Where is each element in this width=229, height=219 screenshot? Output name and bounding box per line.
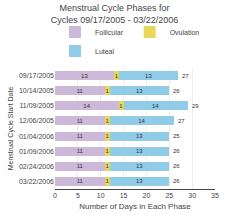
svg-text:14: 14 — [152, 103, 159, 109]
svg-text:Ovulation: Ovulation — [170, 29, 200, 36]
svg-text:13: 13 — [136, 88, 143, 94]
svg-text:5: 5 — [76, 192, 80, 199]
svg-text:14: 14 — [138, 118, 145, 124]
svg-text:27: 27 — [178, 118, 185, 124]
svg-text:25: 25 — [165, 192, 173, 199]
svg-text:09/17/2005: 09/17/2005 — [19, 72, 54, 79]
svg-text:27: 27 — [182, 73, 189, 79]
svg-text:25: 25 — [173, 133, 180, 139]
svg-text:13: 13 — [136, 148, 143, 154]
svg-text:26: 26 — [173, 148, 180, 154]
svg-text:11: 11 — [77, 178, 84, 184]
svg-text:10/14/2005: 10/14/2005 — [19, 87, 54, 94]
svg-text:Luteal: Luteal — [95, 48, 115, 55]
svg-text:01/04/2006: 01/04/2006 — [19, 133, 54, 140]
svg-text:29: 29 — [192, 103, 199, 109]
svg-text:03/22/2006: 03/22/2006 — [19, 178, 54, 185]
svg-text:1: 1 — [106, 163, 110, 169]
svg-text:14: 14 — [83, 103, 90, 109]
svg-text:13: 13 — [136, 163, 143, 169]
svg-text:02/24/2006: 02/24/2006 — [19, 163, 54, 170]
svg-text:13: 13 — [81, 73, 88, 79]
svg-text:13: 13 — [136, 133, 143, 139]
svg-text:26: 26 — [173, 178, 180, 184]
svg-text:11/09/2005: 11/09/2005 — [19, 102, 54, 109]
svg-text:0: 0 — [53, 192, 57, 199]
svg-text:Number of Days in Each Phase: Number of Days in Each Phase — [79, 202, 191, 211]
svg-text:11: 11 — [77, 133, 84, 139]
svg-text:1: 1 — [119, 103, 123, 109]
svg-text:11: 11 — [77, 163, 84, 169]
svg-text:15: 15 — [120, 192, 128, 199]
svg-text:11: 11 — [77, 148, 84, 154]
svg-text:1: 1 — [106, 88, 110, 94]
svg-text:Menstrual Cycle Phases forCycl: Menstrual Cycle Phases forCycles 09/17/2… — [51, 3, 179, 25]
svg-text:11: 11 — [77, 88, 84, 94]
svg-text:Follicular: Follicular — [95, 29, 124, 36]
svg-text:26: 26 — [173, 163, 180, 169]
svg-text:35: 35 — [211, 192, 219, 199]
svg-text:12/06/2005: 12/06/2005 — [19, 117, 54, 124]
svg-text:01/09/2006: 01/09/2006 — [19, 148, 54, 155]
svg-text:13: 13 — [145, 73, 152, 79]
svg-text:11: 11 — [77, 118, 84, 124]
svg-text:1: 1 — [115, 73, 119, 79]
svg-text:1: 1 — [106, 118, 110, 124]
svg-text:1: 1 — [106, 148, 110, 154]
svg-text:1: 1 — [106, 133, 110, 139]
svg-text:20: 20 — [143, 192, 151, 199]
svg-text:13: 13 — [136, 178, 143, 184]
svg-text:30: 30 — [188, 192, 196, 199]
svg-text:10: 10 — [97, 192, 105, 199]
svg-text:26: 26 — [173, 88, 180, 94]
svg-text:1: 1 — [106, 178, 110, 184]
svg-text:Menstrual Cycle Start Date: Menstrual Cycle Start Date — [7, 87, 15, 171]
